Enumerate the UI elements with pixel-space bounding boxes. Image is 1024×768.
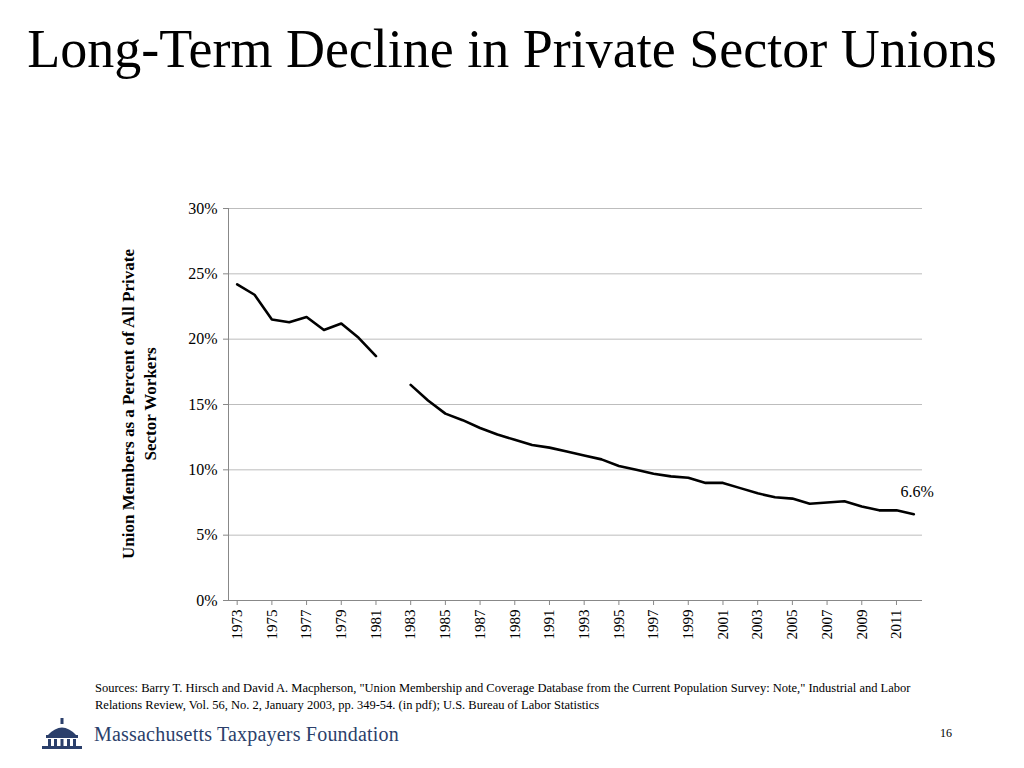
html-text:Massachusetts Taxpayers Founda: Massachusetts Taxpayers Foundation: [94, 722, 399, 745]
svg-text:1979: 1979: [333, 610, 349, 640]
svg-text:1985: 1985: [437, 610, 453, 640]
svg-text:30%: 30%: [188, 200, 217, 217]
svg-text:1977: 1977: [298, 609, 314, 640]
svg-text:1981: 1981: [368, 610, 384, 640]
svg-text:1987: 1987: [472, 609, 488, 640]
svg-text:1983: 1983: [402, 610, 418, 640]
html-text:Sources: Barry T. Hirsch and D: Sources: Barry T. Hirsch and David A. Ma…: [95, 681, 911, 712]
svg-text:20%: 20%: [188, 330, 217, 347]
svg-text:2003: 2003: [749, 610, 765, 640]
svg-text:2007: 2007: [819, 609, 835, 640]
html-text:16: 16: [940, 726, 952, 740]
svg-text:1999: 1999: [680, 610, 696, 640]
svg-text:10%: 10%: [188, 461, 217, 478]
svg-text:1973: 1973: [229, 610, 245, 640]
svg-text:1991: 1991: [541, 610, 557, 640]
html-text:Union Members as a Percent of: Union Members as a Percent of All Privat…: [119, 249, 160, 559]
svg-text:1975: 1975: [264, 610, 280, 640]
svg-text:1995: 1995: [611, 610, 627, 640]
svg-text:1989: 1989: [507, 610, 523, 640]
svg-text:2001: 2001: [715, 610, 731, 640]
svg-text:2011: 2011: [888, 610, 904, 639]
svg-text:1993: 1993: [576, 610, 592, 640]
svg-text:1997: 1997: [645, 609, 661, 640]
svg-text:5%: 5%: [196, 526, 217, 543]
svg-text:0%: 0%: [196, 592, 217, 609]
html-text:Long-Term Decline in Private S: Long-Term Decline in Private Sector Unio…: [27, 19, 997, 79]
svg-text:6.6%: 6.6%: [900, 483, 933, 500]
svg-text:2009: 2009: [854, 610, 870, 640]
svg-text:15%: 15%: [188, 396, 217, 413]
svg-text:25%: 25%: [188, 265, 217, 282]
svg-text:2005: 2005: [784, 610, 800, 640]
